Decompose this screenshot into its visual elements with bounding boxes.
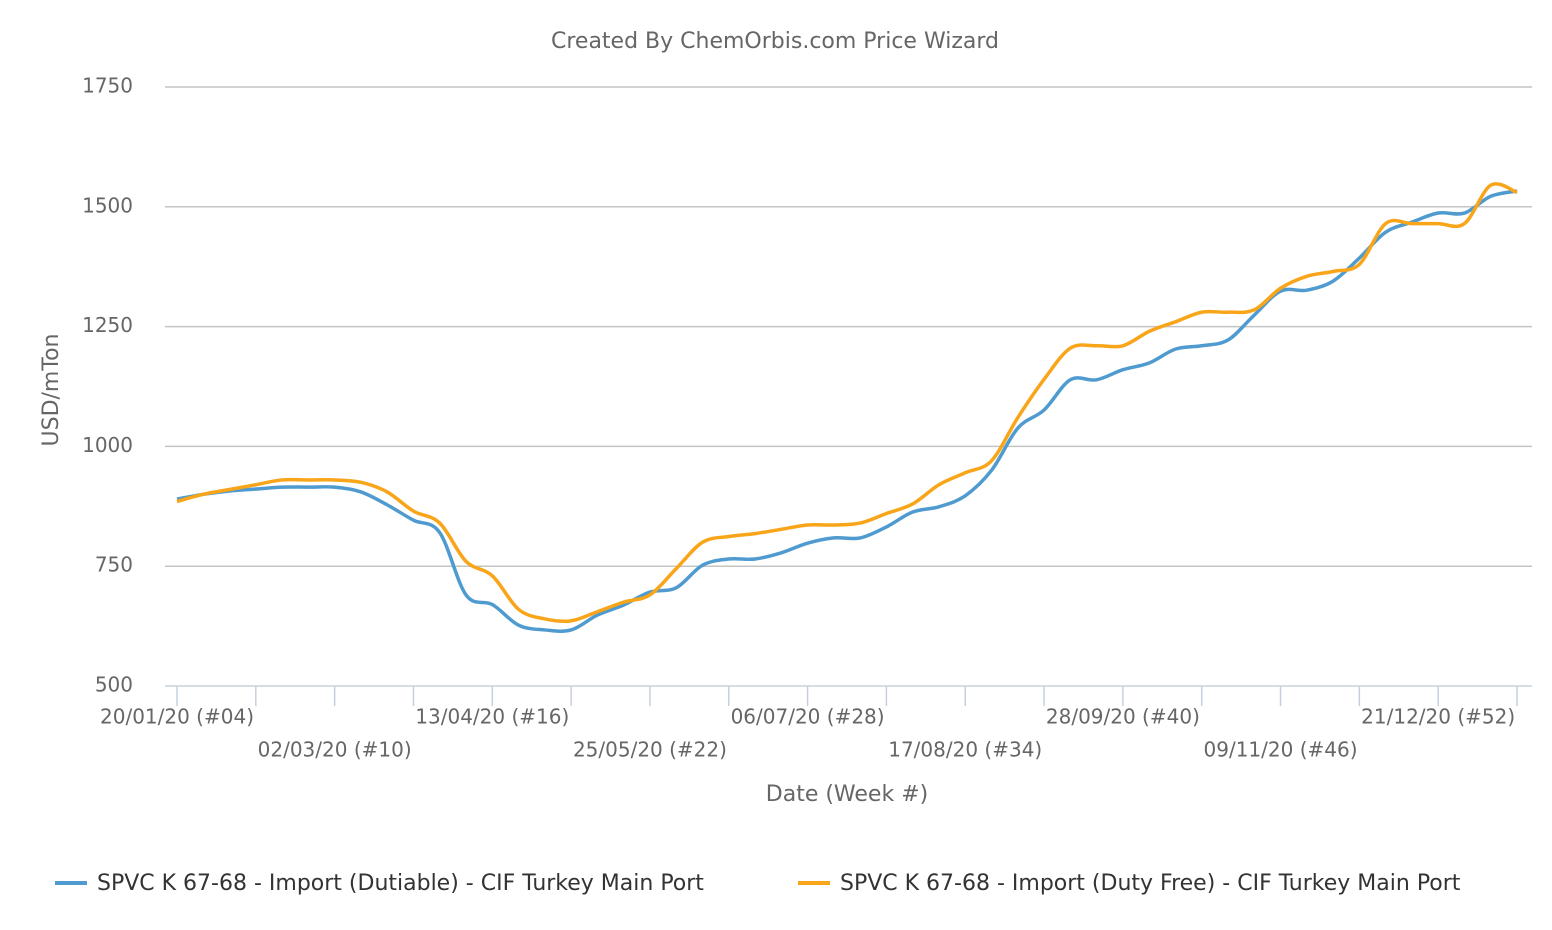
chart-title: Created By ChemOrbis.com Price Wizard (551, 29, 999, 54)
x-tick-label: 13/04/20 (#16) (415, 705, 569, 729)
x-tick-label: 06/07/20 (#28) (731, 705, 885, 729)
y-tick-label: 1500 (82, 193, 133, 217)
x-tick-label: 20/01/20 (#04) (100, 705, 254, 729)
x-tick-label: 25/05/20 (#22) (573, 738, 727, 762)
x-tick-label: 09/11/20 (#46) (1204, 738, 1358, 762)
legend-label: SPVC K 67-68 - Import (Dutiable) - CIF T… (97, 871, 704, 896)
y-tick-label: 500 (95, 673, 133, 697)
y-tick-label: 1250 (82, 313, 133, 337)
legend-label: SPVC K 67-68 - Import (Duty Free) - CIF … (840, 871, 1461, 896)
x-tick-label: 17/08/20 (#34) (888, 738, 1042, 762)
y-tick-label: 750 (95, 553, 133, 577)
x-tick-label: 21/12/20 (#52) (1361, 705, 1515, 729)
y-tick-label: 1750 (82, 74, 133, 98)
series-line (176, 189, 1518, 633)
x-tick-label: 28/09/20 (#40) (1046, 705, 1200, 729)
x-axis-title: Date (Week #) (766, 782, 928, 807)
y-tick-label: 1000 (82, 433, 133, 457)
x-tick-label: 02/03/20 (#10) (258, 738, 412, 762)
y-axis-title: USD/mTon (39, 334, 64, 447)
series-line (176, 182, 1518, 624)
